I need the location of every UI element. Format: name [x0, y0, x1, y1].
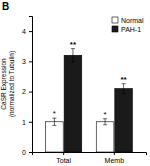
error-bar	[52, 118, 56, 125]
error-bar-stem	[54, 118, 55, 125]
legend-label: Normal	[121, 17, 144, 24]
error-bar-cap	[103, 124, 107, 125]
legend-swatch	[112, 17, 118, 23]
legend: Normal PAH-1	[112, 17, 144, 33]
x-tick: Memb	[105, 152, 125, 164]
y-tick-mark	[29, 92, 32, 93]
bar	[115, 89, 133, 152]
chart: 01234TotalMemb******CaSR Expression(norm…	[0, 0, 150, 166]
significance-label: *	[53, 109, 56, 118]
y-tick: 1	[22, 119, 32, 126]
y-tick-label: 0	[22, 149, 26, 156]
y-tick: 3	[22, 58, 32, 65]
error-bar-cap	[71, 61, 75, 62]
error-bar	[103, 119, 107, 125]
bar	[96, 122, 114, 152]
y-tick-label: 4	[22, 28, 26, 35]
significance-label: **	[70, 40, 77, 49]
legend-swatch	[112, 26, 118, 32]
significance-label: *	[104, 110, 107, 119]
annotations: ******	[53, 40, 128, 119]
y-tick-mark	[29, 31, 32, 32]
x-tick: Total	[56, 152, 71, 164]
y-axis-title: CaSR Expression(normalized to Tubulin)	[0, 51, 16, 117]
legend-entry: PAH-1	[112, 26, 141, 33]
y-tick: 4	[22, 28, 32, 35]
significance-label: **	[120, 75, 127, 84]
x-tick-mark	[114, 152, 115, 155]
x-tick-mark	[63, 152, 64, 155]
title: B	[2, 1, 9, 12]
error-bar-stem	[123, 84, 124, 94]
y-tick-mark	[29, 122, 32, 123]
x-axis: Total Memb	[33, 152, 147, 164]
error-bar-stem	[72, 49, 73, 62]
y-axis-line	[29, 17, 33, 153]
error-bar-cap	[122, 93, 126, 94]
error-bar-cap	[52, 125, 56, 126]
marks	[46, 49, 133, 152]
bar	[64, 55, 82, 152]
error-bar	[71, 49, 75, 62]
x-axis-line	[33, 153, 147, 156]
y-tick-label: 2	[22, 88, 26, 95]
legend-label: PAH-1	[121, 26, 141, 33]
error-bar	[122, 84, 126, 94]
y-tick-label: 1	[22, 119, 26, 126]
bar	[46, 122, 64, 152]
x-tick-label: Memb	[105, 157, 125, 164]
y-tick-label: 3	[22, 58, 26, 65]
legend-entry: Normal	[112, 17, 144, 24]
y-tick-mark	[29, 61, 32, 62]
error-bar-stem	[105, 119, 106, 125]
y-tick-mark	[29, 152, 32, 153]
x-tick-label: Total	[56, 157, 71, 164]
plot: 01234TotalMemb******CaSR Expression(norm…	[0, 17, 147, 164]
y-tick: 0	[22, 149, 32, 156]
y-axis: 0 1 2 3 4	[22, 17, 32, 156]
series	[64, 49, 132, 152]
y-tick: 2	[22, 88, 32, 95]
